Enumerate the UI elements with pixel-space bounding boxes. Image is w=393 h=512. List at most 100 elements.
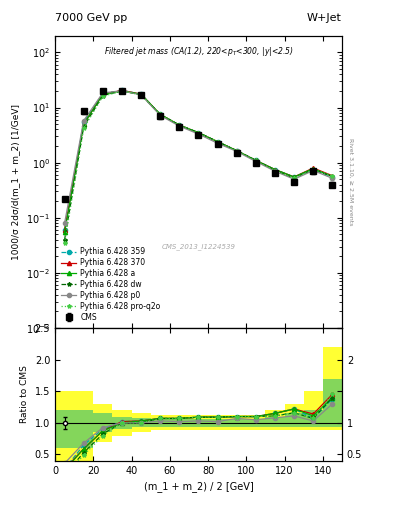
Pythia 6.428 dw bbox=[311, 166, 316, 173]
Pythia 6.428 a bbox=[311, 165, 316, 172]
Pythia 6.428 370 bbox=[101, 91, 105, 97]
Pythia 6.428 dw bbox=[62, 237, 67, 243]
Pythia 6.428 pro-q2o bbox=[62, 240, 67, 246]
Y-axis label: Ratio to CMS: Ratio to CMS bbox=[20, 366, 29, 423]
Pythia 6.428 pro-q2o bbox=[234, 147, 239, 154]
Pythia 6.428 359 bbox=[273, 166, 277, 173]
Pythia 6.428 dw bbox=[196, 130, 201, 136]
Pythia 6.428 pro-q2o bbox=[215, 139, 220, 145]
Pythia 6.428 p0 bbox=[292, 176, 296, 182]
Pythia 6.428 370 bbox=[253, 157, 258, 163]
Line: Pythia 6.428 a: Pythia 6.428 a bbox=[62, 89, 334, 234]
Line: Pythia 6.428 370: Pythia 6.428 370 bbox=[62, 88, 334, 232]
Pythia 6.428 dw bbox=[177, 122, 182, 128]
Pythia 6.428 pro-q2o bbox=[330, 173, 335, 179]
Pythia 6.428 pro-q2o bbox=[139, 92, 143, 98]
Pythia 6.428 dw bbox=[292, 175, 296, 181]
Line: Pythia 6.428 dw: Pythia 6.428 dw bbox=[62, 89, 334, 242]
Pythia 6.428 359 bbox=[81, 119, 86, 125]
Pythia 6.428 dw bbox=[139, 92, 143, 98]
Pythia 6.428 359 bbox=[177, 122, 182, 128]
Pythia 6.428 dw bbox=[234, 147, 239, 154]
Pythia 6.428 p0 bbox=[139, 92, 143, 98]
Pythia 6.428 pro-q2o bbox=[81, 125, 86, 132]
Pythia 6.428 p0 bbox=[330, 175, 335, 181]
Pythia 6.428 p0 bbox=[215, 140, 220, 146]
Pythia 6.428 pro-q2o bbox=[253, 157, 258, 163]
Line: Pythia 6.428 359: Pythia 6.428 359 bbox=[62, 88, 334, 232]
Pythia 6.428 dw bbox=[330, 174, 335, 180]
Text: Filtered jet mass (CA(1.2), 220<p$_T$<300, |y|<2.5): Filtered jet mass (CA(1.2), 220<p$_T$<30… bbox=[104, 45, 293, 58]
Pythia 6.428 dw bbox=[273, 167, 277, 174]
Pythia 6.428 a bbox=[119, 88, 124, 94]
Pythia 6.428 pro-q2o bbox=[158, 111, 163, 117]
Pythia 6.428 370 bbox=[139, 91, 143, 97]
Pythia 6.428 p0 bbox=[158, 112, 163, 118]
Pythia 6.428 370 bbox=[330, 173, 335, 179]
Y-axis label: 1000/σ 2dσ/d(m_1 + m_2) [1/GeV]: 1000/σ 2dσ/d(m_1 + m_2) [1/GeV] bbox=[12, 104, 20, 260]
Pythia 6.428 370 bbox=[292, 174, 296, 180]
Pythia 6.428 p0 bbox=[81, 118, 86, 124]
Text: 7000 GeV pp: 7000 GeV pp bbox=[55, 13, 127, 23]
Pythia 6.428 370 bbox=[177, 122, 182, 128]
Pythia 6.428 a bbox=[81, 121, 86, 127]
Pythia 6.428 359 bbox=[330, 174, 335, 180]
Pythia 6.428 359 bbox=[311, 166, 316, 173]
Pythia 6.428 370 bbox=[234, 147, 239, 154]
Pythia 6.428 370 bbox=[158, 111, 163, 117]
Pythia 6.428 a bbox=[330, 174, 335, 180]
Pythia 6.428 359 bbox=[158, 111, 163, 117]
Pythia 6.428 p0 bbox=[196, 131, 201, 137]
Pythia 6.428 370 bbox=[311, 165, 316, 171]
Pythia 6.428 p0 bbox=[311, 167, 316, 174]
Pythia 6.428 dw bbox=[253, 157, 258, 163]
Pythia 6.428 a bbox=[196, 130, 201, 136]
Pythia 6.428 a bbox=[158, 111, 163, 117]
Pythia 6.428 a bbox=[215, 139, 220, 145]
Pythia 6.428 359 bbox=[139, 91, 143, 97]
Pythia 6.428 359 bbox=[62, 227, 67, 233]
Pythia 6.428 p0 bbox=[234, 148, 239, 155]
Pythia 6.428 a bbox=[139, 91, 143, 97]
Pythia 6.428 a bbox=[234, 147, 239, 154]
Pythia 6.428 dw bbox=[81, 123, 86, 130]
Legend: Pythia 6.428 359, Pythia 6.428 370, Pythia 6.428 a, Pythia 6.428 dw, Pythia 6.42: Pythia 6.428 359, Pythia 6.428 370, Pyth… bbox=[59, 245, 163, 324]
Pythia 6.428 p0 bbox=[273, 168, 277, 174]
Pythia 6.428 pro-q2o bbox=[273, 167, 277, 174]
Pythia 6.428 a bbox=[101, 91, 105, 97]
Pythia 6.428 p0 bbox=[119, 88, 124, 94]
Pythia 6.428 dw bbox=[215, 139, 220, 145]
Pythia 6.428 370 bbox=[81, 121, 86, 127]
Pythia 6.428 p0 bbox=[101, 90, 105, 96]
Pythia 6.428 359 bbox=[215, 139, 220, 145]
Pythia 6.428 359 bbox=[234, 147, 239, 154]
Pythia 6.428 a bbox=[273, 166, 277, 173]
Pythia 6.428 pro-q2o bbox=[292, 175, 296, 181]
Pythia 6.428 pro-q2o bbox=[101, 93, 105, 99]
Line: Pythia 6.428 p0: Pythia 6.428 p0 bbox=[62, 89, 334, 225]
Pythia 6.428 p0 bbox=[253, 158, 258, 164]
Pythia 6.428 p0 bbox=[62, 220, 67, 226]
Pythia 6.428 pro-q2o bbox=[196, 130, 201, 136]
Pythia 6.428 359 bbox=[292, 174, 296, 180]
Pythia 6.428 359 bbox=[119, 87, 124, 93]
Pythia 6.428 370 bbox=[215, 139, 220, 145]
Pythia 6.428 370 bbox=[62, 227, 67, 233]
Pythia 6.428 359 bbox=[196, 130, 201, 136]
Pythia 6.428 370 bbox=[196, 130, 201, 136]
Line: Pythia 6.428 pro-q2o: Pythia 6.428 pro-q2o bbox=[62, 89, 334, 245]
Pythia 6.428 359 bbox=[253, 157, 258, 163]
Pythia 6.428 370 bbox=[119, 87, 124, 93]
Pythia 6.428 p0 bbox=[177, 123, 182, 129]
Text: W+Jet: W+Jet bbox=[307, 13, 342, 23]
Pythia 6.428 a bbox=[253, 157, 258, 163]
X-axis label: (m_1 + m_2) / 2 [GeV]: (m_1 + m_2) / 2 [GeV] bbox=[143, 481, 253, 492]
Pythia 6.428 a bbox=[177, 122, 182, 128]
Pythia 6.428 370 bbox=[273, 166, 277, 173]
Pythia 6.428 pro-q2o bbox=[119, 88, 124, 94]
Pythia 6.428 pro-q2o bbox=[177, 122, 182, 128]
Pythia 6.428 dw bbox=[101, 93, 105, 99]
Pythia 6.428 359 bbox=[101, 91, 105, 97]
Pythia 6.428 dw bbox=[119, 88, 124, 94]
Pythia 6.428 a bbox=[292, 174, 296, 180]
